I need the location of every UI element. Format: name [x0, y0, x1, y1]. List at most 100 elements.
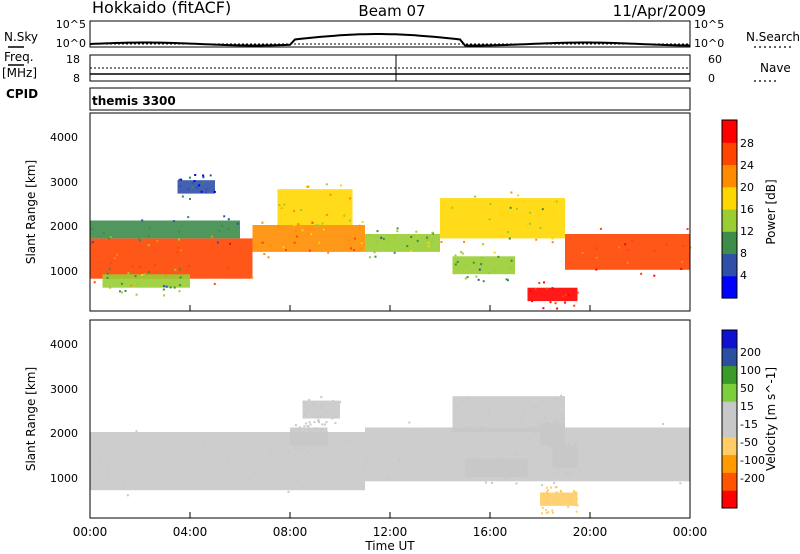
velocity-ytick-1000: 1000: [50, 472, 78, 485]
vel-data-speckle: [292, 434, 295, 437]
power-data-speckle: [472, 261, 475, 264]
vel-data-speckle: [534, 432, 537, 434]
vel-data-speckle: [546, 490, 548, 493]
velocity-colorbar-swatch: [722, 454, 737, 473]
power-data-speckle: [267, 256, 270, 259]
velocity-colorbar-swatch: [722, 365, 737, 384]
power-data-speckle: [368, 233, 371, 236]
vel-data-speckle: [503, 400, 506, 403]
vel-data-speckle: [510, 436, 513, 439]
power-data-speckle: [510, 213, 513, 216]
power-data-speckle: [178, 290, 181, 293]
vel-data-region-8: [540, 423, 565, 446]
power-data-speckle: [373, 251, 376, 254]
vel-data-speckle: [561, 441, 564, 444]
power-data-speckle: [213, 282, 216, 285]
vel-data-speckle: [98, 457, 101, 459]
vel-data-speckle: [479, 425, 482, 428]
power-data-speckle: [545, 287, 548, 290]
power-data-speckle: [301, 229, 304, 232]
power-data-speckle: [191, 186, 194, 189]
power-data-speckle: [618, 246, 620, 249]
nsearch-label: N.Search: [746, 30, 800, 44]
power-data-speckle: [165, 285, 168, 288]
power-data-speckle: [148, 226, 151, 229]
power-data-speckle: [431, 240, 433, 243]
power-yticks: 1000 2000 3000 4000: [50, 131, 78, 278]
power-data-speckle: [463, 240, 466, 243]
vel-data-speckle: [550, 486, 552, 489]
vel-data-speckle: [307, 425, 310, 428]
vel-data-speckle: [313, 421, 316, 424]
vel-data-region-6: [540, 492, 578, 506]
power-data-speckle: [516, 207, 518, 210]
power-data-speckle: [282, 246, 285, 249]
power-data-speckle: [307, 185, 310, 188]
power-data-speckle: [91, 241, 94, 244]
velocity-cbar-tick-200: 200: [740, 346, 761, 359]
vel-data-speckle: [408, 421, 411, 424]
velocity-heatmap: [90, 394, 690, 515]
power-data-speckle: [653, 249, 656, 252]
vel-data-speckle: [308, 421, 311, 424]
vel-data-speckle: [566, 471, 568, 474]
power-data-speckle: [188, 265, 191, 267]
power-data-speckle: [552, 209, 555, 212]
power-ylabel: Slant Range [km]: [24, 160, 38, 264]
time-axis: 00:00 04:00 08:00 12:00 16:00 20:00 00:0…: [73, 525, 708, 553]
vel-data-speckle: [302, 400, 305, 403]
vel-data-speckle: [475, 456, 478, 459]
power-data-speckle: [529, 289, 532, 292]
power-data-speckle: [181, 195, 184, 198]
xtick-1600: 16:00: [473, 525, 508, 539]
vel-data-speckle: [315, 436, 318, 439]
power-data-speckle: [343, 214, 346, 217]
power-data-speckle: [140, 276, 143, 279]
power-data-speckle: [466, 276, 469, 279]
power-data-speckle: [553, 200, 556, 203]
vel-data-speckle: [510, 461, 513, 463]
vel-data-speckle: [679, 482, 682, 485]
vel-data-speckle: [321, 428, 323, 431]
vel-data-speckle: [561, 433, 564, 436]
power-data-speckle: [323, 228, 325, 231]
vel-data-speckle: [303, 425, 306, 428]
power-data-speckle: [358, 224, 361, 227]
power-data-speckle: [431, 231, 434, 234]
vel-data-speckle: [579, 468, 581, 471]
power-data-speckle: [376, 240, 379, 243]
vel-data-speckle: [553, 439, 556, 441]
vel-data-speckle: [320, 396, 323, 399]
vel-data-speckle: [543, 427, 546, 430]
vel-data-speckle: [292, 440, 295, 443]
power-data-speckle: [193, 180, 196, 182]
power-data-speckle: [178, 238, 180, 241]
power-cbar-tick-8: 8: [740, 247, 747, 260]
vel-data-speckle: [564, 447, 567, 450]
vel-data-speckle: [515, 473, 518, 476]
power-data-speckle: [595, 256, 598, 259]
vel-data-speckle: [559, 425, 562, 428]
vel-data-speckle: [562, 445, 565, 448]
vel-data-speckle: [292, 429, 295, 432]
power-data-speckle: [387, 234, 390, 237]
power-data-speckle: [680, 267, 683, 270]
cpid-panel-frame: [89, 87, 691, 111]
vel-data-speckle: [323, 435, 326, 438]
power-data-speckle: [119, 290, 121, 293]
vel-data-region-5: [465, 458, 528, 477]
vel-data-speckle: [319, 439, 322, 442]
vel-data-speckle: [269, 449, 272, 452]
vel-data-speckle: [571, 454, 573, 457]
power-data-speckle: [551, 241, 554, 244]
power-data-speckle: [200, 190, 203, 193]
vel-data-speckle: [317, 419, 320, 422]
power-data-speckle: [410, 250, 413, 252]
power-colorbar-swatch: [722, 209, 737, 232]
power-data-speckle: [482, 280, 485, 283]
xtick-1200: 12:00: [373, 525, 408, 539]
power-data-speckle: [139, 265, 142, 268]
power-data-speckle: [474, 195, 477, 198]
power-data-speckle: [169, 286, 172, 289]
power-data-speckle: [300, 208, 303, 211]
